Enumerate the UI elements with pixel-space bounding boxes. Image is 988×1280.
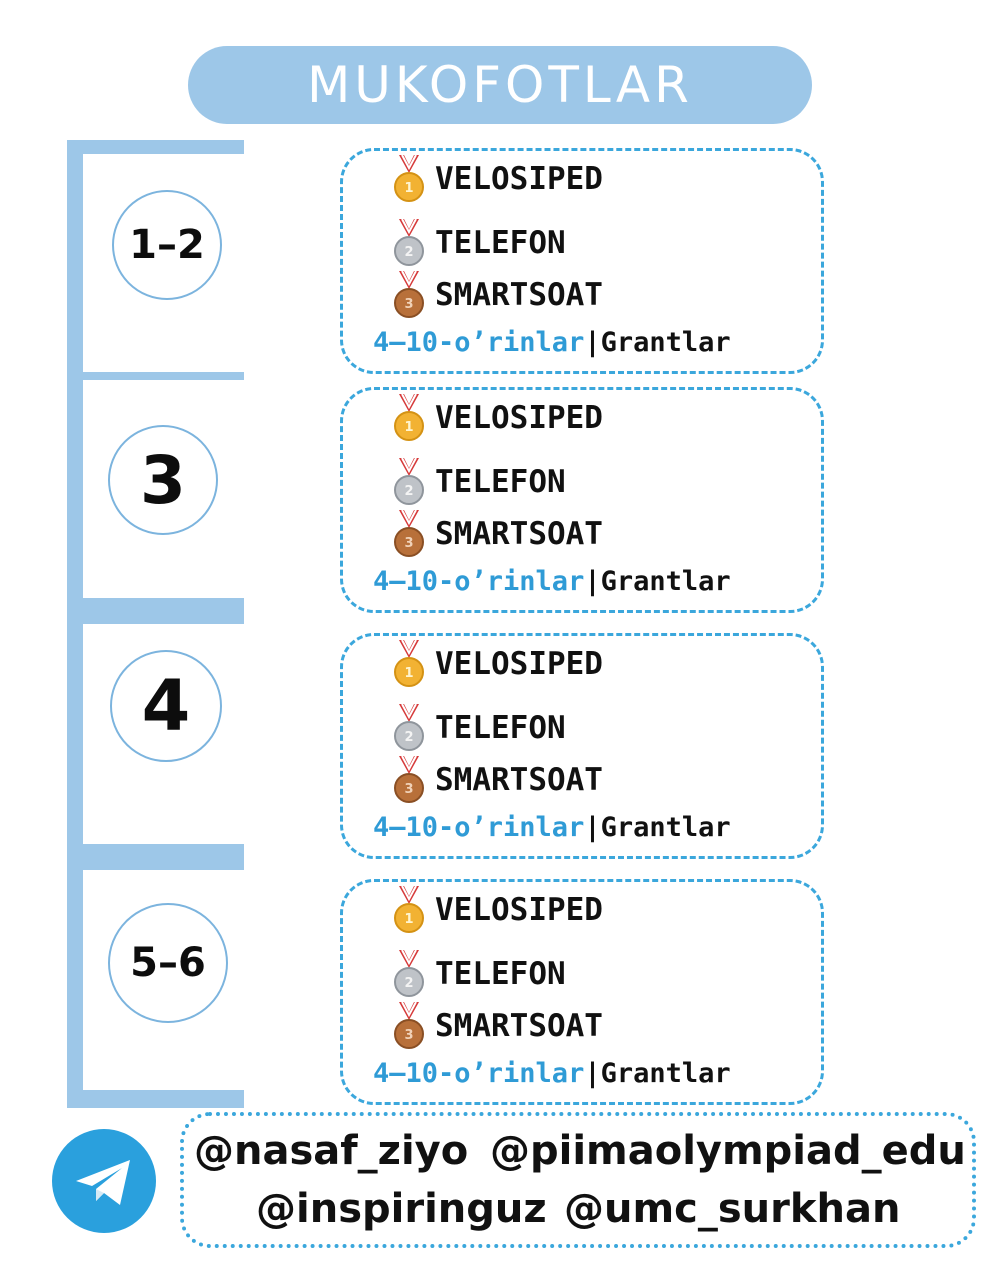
gold-medal-icon: 1 [391,640,427,688]
svg-text:3: 3 [404,297,413,312]
social-handles-box: @nasaf_ziyo @piimaolympiad_edu @inspirin… [180,1112,976,1248]
bronze-medal-icon: 3 [391,510,427,558]
prize-box: 1 VELOSIPED 2 TELEFON 3 SMARTSOAT 4–10-o… [340,387,824,613]
social-handle[interactable]: @inspiringuz [256,1186,547,1232]
bracket-divider [67,598,244,624]
social-handle[interactable]: @umc_surkhan [564,1186,901,1232]
grade-label: 3 [140,441,186,519]
prize-item: 3 SMARTSOAT [391,756,603,804]
footer-separator: | [584,1058,601,1089]
prize-label: TELEFON [435,464,566,500]
social-handle[interactable]: @nasaf_ziyo [194,1128,469,1174]
gold-medal-icon: 1 [391,155,427,203]
svg-text:2: 2 [404,976,413,991]
prize-box: 1 VELOSIPED 2 TELEFON 3 SMARTSOAT 4–10-o… [340,879,824,1105]
prize-label: TELEFON [435,956,566,992]
place-range: 4–10-o’rinlar [373,566,585,597]
place-range: 4–10-o’rinlar [373,812,585,843]
prize-item: 1 VELOSIPED [391,640,603,688]
prize-item: 2 TELEFON [391,458,566,506]
silver-medal-icon: 2 [391,950,427,998]
title-banner: MUKOFOTLAR [188,46,812,124]
grade-label: 4 [141,665,191,747]
telegram-icon [52,1129,156,1233]
grants-label: Grantlar [600,812,731,843]
grants-label: Grantlar [600,327,731,358]
prize-item: 3 SMARTSOAT [391,510,603,558]
bracket-bar [67,140,83,1108]
grants-label: Grantlar [600,566,731,597]
place-range: 4–10-o’rinlar [373,1058,585,1089]
bracket-divider [67,1090,244,1108]
svg-text:1: 1 [404,420,413,435]
footer-separator: | [584,812,601,843]
svg-text:1: 1 [404,666,413,681]
gold-medal-icon: 1 [391,394,427,442]
prize-item: 1 VELOSIPED [391,394,603,442]
footer-separator: | [584,566,601,597]
grade-label: 5–6 [130,940,206,986]
bracket-divider [67,844,244,870]
prize-label: VELOSIPED [435,646,603,682]
page-title: MUKOFOTLAR [307,56,693,114]
prize-label: SMARTSOAT [435,516,603,552]
prize-footer: 4–10-o’rinlar|Grantlar [373,327,731,358]
grants-label: Grantlar [600,1058,731,1089]
silver-medal-icon: 2 [391,458,427,506]
social-handle[interactable]: @piimaolympiad_edu [490,1128,966,1174]
grade-label: 1–2 [129,222,205,268]
prize-label: TELEFON [435,710,566,746]
prize-label: VELOSIPED [435,892,603,928]
prize-box: 1 VELOSIPED 2 TELEFON 3 SMARTSOAT 4–10-o… [340,633,824,859]
grade-circle: 3 [108,425,218,535]
svg-text:2: 2 [404,484,413,499]
prize-label: SMARTSOAT [435,762,603,798]
prize-box: 1 VELOSIPED 2 TELEFON 3 SMARTSOAT 4–10-o… [340,148,824,374]
bracket-divider [67,140,244,154]
grade-circle: 4 [110,650,222,762]
bronze-medal-icon: 3 [391,271,427,319]
svg-text:3: 3 [404,536,413,551]
prize-item: 1 VELOSIPED [391,155,603,203]
prize-item: 2 TELEFON [391,950,566,998]
prize-footer: 4–10-o’rinlar|Grantlar [373,566,731,597]
svg-text:3: 3 [404,782,413,797]
bracket-divider [67,372,244,380]
prize-label: SMARTSOAT [435,1008,603,1044]
prize-label: VELOSIPED [435,400,603,436]
prize-footer: 4–10-o’rinlar|Grantlar [373,812,731,843]
prize-item: 2 TELEFON [391,219,566,267]
grade-circle: 5–6 [108,903,228,1023]
prize-label: SMARTSOAT [435,277,603,313]
prize-label: TELEFON [435,225,566,261]
prize-item: 2 TELEFON [391,704,566,752]
prize-item: 1 VELOSIPED [391,886,603,934]
bronze-medal-icon: 3 [391,756,427,804]
svg-text:1: 1 [404,181,413,196]
silver-medal-icon: 2 [391,704,427,752]
svg-text:1: 1 [404,912,413,927]
svg-text:2: 2 [404,730,413,745]
prize-footer: 4–10-o’rinlar|Grantlar [373,1058,731,1089]
grade-circle: 1–2 [112,190,222,300]
gold-medal-icon: 1 [391,886,427,934]
prize-label: VELOSIPED [435,161,603,197]
prize-item: 3 SMARTSOAT [391,1002,603,1050]
place-range: 4–10-o’rinlar [373,327,585,358]
bronze-medal-icon: 3 [391,1002,427,1050]
footer-separator: | [584,327,601,358]
svg-text:3: 3 [404,1028,413,1043]
prize-item: 3 SMARTSOAT [391,271,603,319]
silver-medal-icon: 2 [391,219,427,267]
svg-text:2: 2 [404,245,413,260]
